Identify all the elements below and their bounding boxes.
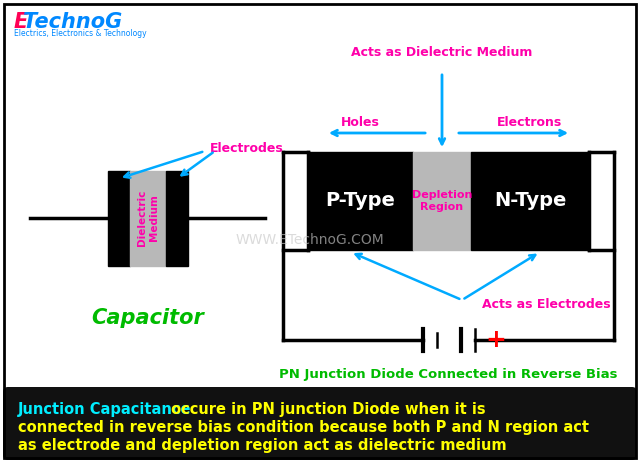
Text: Junction Capacitance: Junction Capacitance [18,402,191,417]
Text: Acts as Dielectric Medium: Acts as Dielectric Medium [351,45,532,59]
Text: +: + [485,328,506,352]
Text: N-Type: N-Type [494,192,566,211]
Bar [166,170,188,266]
Text: Dielectric
Medium: Dielectric Medium [137,190,159,246]
Text: Electrons: Electrons [497,116,563,129]
Text: Acts as Electrodes: Acts as Electrodes [482,298,611,311]
Text: P-Type: P-Type [326,192,396,211]
Text: WWW.ETechnoG.COM: WWW.ETechnoG.COM [236,233,385,247]
Bar [413,152,471,250]
Text: occure in PN junction Diode when it is: occure in PN junction Diode when it is [166,402,486,417]
FancyBboxPatch shape [3,387,637,460]
Text: Holes: Holes [341,116,380,129]
Text: −: − [391,328,412,352]
Text: PN Junction Diode Connected in Reverse Bias: PN Junction Diode Connected in Reverse B… [279,368,618,381]
Text: Capacitor: Capacitor [92,308,204,328]
Text: Electrodes: Electrodes [210,141,284,154]
Text: Depletion
Region: Depletion Region [412,190,472,212]
Text: TechnoG: TechnoG [23,12,122,32]
Bar [130,170,166,266]
Text: E: E [14,12,28,32]
Text: as electrode and depletion region act as dielectric medium: as electrode and depletion region act as… [18,438,507,453]
Bar [108,170,130,266]
Bar [471,152,589,250]
Text: Electrics, Electronics & Technology: Electrics, Electronics & Technology [14,29,147,38]
Bar [308,152,413,250]
Text: connected in reverse bias condition because both P and N region act: connected in reverse bias condition beca… [18,420,589,435]
